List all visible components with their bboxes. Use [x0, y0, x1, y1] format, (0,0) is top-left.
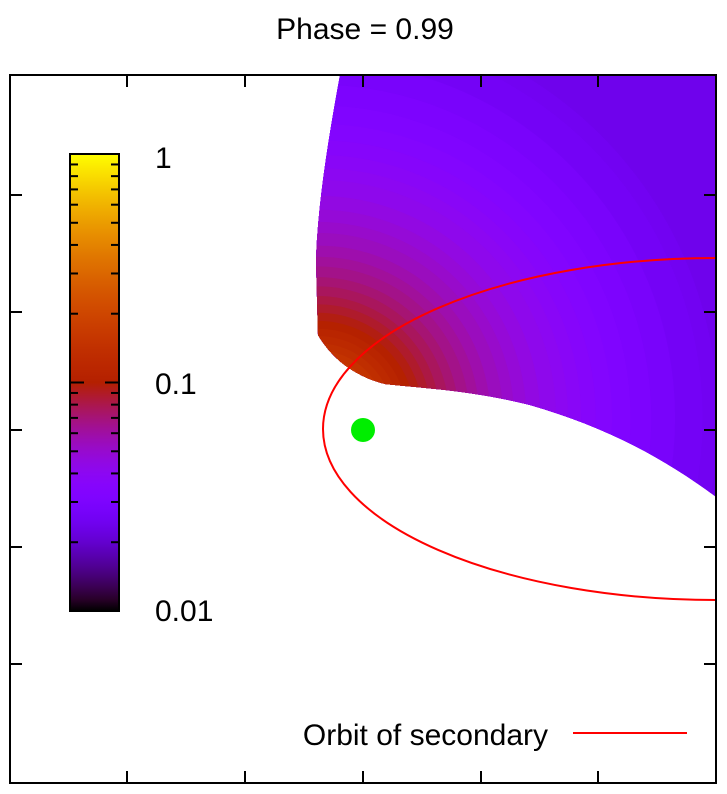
colorbar-label-1: 1 [155, 142, 172, 175]
intensity-band [316, 387, 349, 449]
intensity-band [316, 320, 416, 497]
intensity-band [316, 312, 424, 497]
intensity-band [316, 382, 354, 454]
intensity-band [316, 376, 360, 460]
legend-label: Orbit of secondary [303, 719, 548, 752]
secondary-marker [351, 418, 375, 442]
intensity-band [316, 393, 343, 443]
axis-ticks [10, 75, 716, 783]
intensity-band [316, 328, 408, 497]
colorbar-label-0.01: 0.01 [155, 595, 213, 628]
intensity-band [316, 304, 432, 497]
intensity-band [316, 343, 393, 493]
intensity-band [316, 357, 379, 479]
orbit-of-secondary-curve [322, 257, 716, 601]
intensity-band [316, 336, 400, 497]
intensity-band [316, 370, 366, 466]
plot-title: Phase = 0.99 [276, 13, 454, 46]
intensity-band [316, 350, 386, 486]
colorbar-ticks [70, 163, 119, 544]
colorbar-label-0.1: 0.1 [155, 368, 197, 401]
intensity-band [316, 363, 373, 473]
intensity-band [316, 140, 596, 497]
